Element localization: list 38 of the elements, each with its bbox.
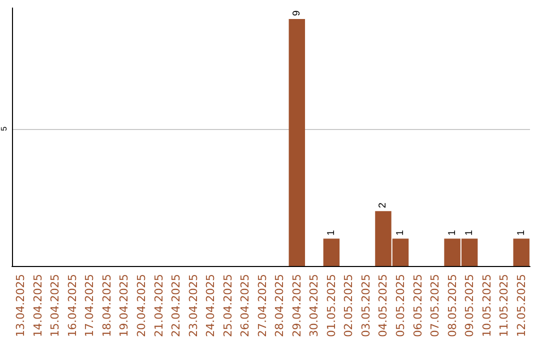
x-tick-label: 07.05.2025 (428, 274, 442, 338)
x-tick-label: 12.05.2025 (514, 274, 528, 338)
x-tick-label: 20.04.2025 (135, 274, 148, 338)
x-tick-label: 11.05.2025 (498, 274, 511, 338)
x-tick-label: 17.04.2025 (83, 274, 96, 338)
x-tick-label: 08.05.2025 (446, 274, 459, 338)
x-tick-label: 10.05.2025 (480, 274, 494, 338)
x-tick-label: 14.04.2025 (31, 274, 44, 338)
x-tick-label: 30.04.2025 (308, 274, 321, 338)
x-tick-label: 23.04.2025 (186, 274, 200, 338)
x-tick-label: 27.04.2025 (256, 274, 269, 338)
x-tick-label: 29.04.2025 (290, 274, 304, 338)
x-tick-label: 09.05.2025 (463, 274, 476, 338)
x-tick-label: 21.04.2025 (152, 274, 166, 338)
x-tick-label: 15.04.2025 (48, 274, 62, 338)
data-label: 1 (516, 230, 527, 236)
data-label: 1 (395, 230, 406, 236)
data-label: 1 (326, 230, 337, 236)
x-tick-label: 02.05.2025 (342, 274, 356, 338)
data-label: 1 (464, 230, 476, 236)
x-tick-label: 25.04.2025 (221, 274, 234, 338)
x-tick-label: 05.05.2025 (394, 274, 407, 338)
x-tick-label: 03.05.2025 (359, 274, 372, 338)
x-tick-label: 01.05.2025 (324, 274, 338, 338)
x-tick-label: 28.04.2025 (273, 274, 286, 338)
x-tick-label: 26.04.2025 (238, 274, 252, 338)
data-label: 2 (378, 202, 389, 208)
x-tick-label: 18.04.2025 (100, 274, 114, 338)
x-tick-label: 06.05.2025 (411, 274, 424, 338)
data-label: 1 (446, 230, 458, 236)
x-tick-label: 16.04.2025 (66, 274, 79, 338)
x-tick-label: 24.04.2025 (204, 274, 218, 338)
x-tick-label: 13.04.2025 (14, 274, 28, 338)
data-label: 9 (291, 10, 302, 16)
y-tick-label: 5 (0, 126, 8, 131)
x-tick-label: 19.04.2025 (118, 274, 131, 338)
x-tick-label: 04.05.2025 (376, 274, 390, 338)
x-tick-label: 22.04.2025 (170, 274, 183, 338)
